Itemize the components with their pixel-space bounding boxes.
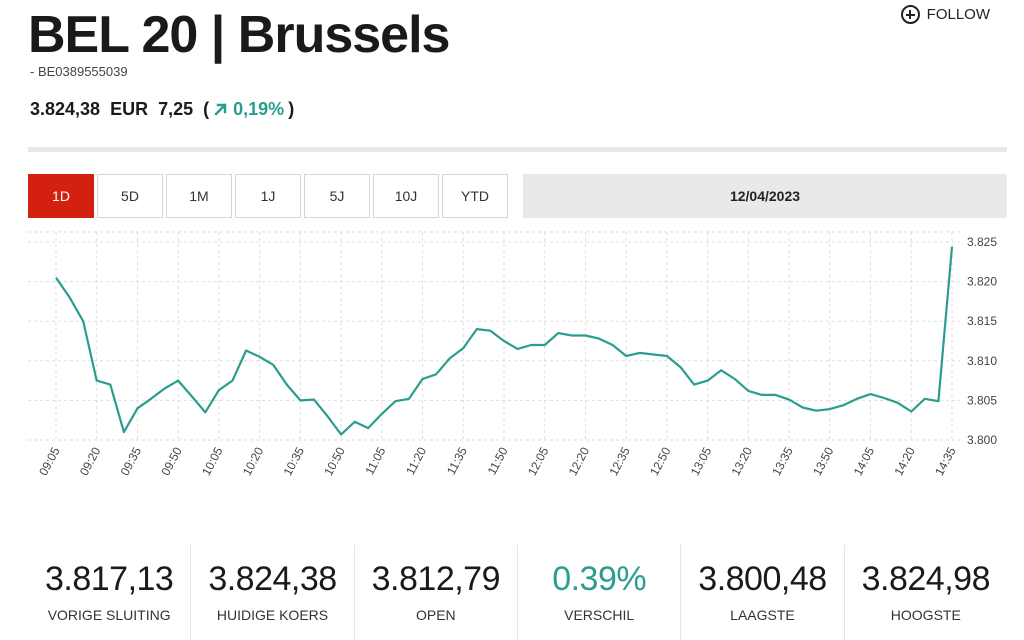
y-tick-label: 3.800 [967,433,997,447]
x-tick-label: 11:35 [444,445,470,478]
stat-label: HOOGSTE [890,607,961,623]
change-percent-group: ( 0,19% ) [203,99,294,120]
range-tabs: 1D 5D 1M 1J 5J 10J YTD [28,174,508,218]
plus-circle-icon [900,5,920,24]
x-tick-label: 09:50 [158,445,185,478]
stat-label: VERSCHIL [564,607,635,623]
tab-1j[interactable]: 1J [235,174,301,218]
x-tick-label: 09:35 [118,445,145,478]
x-tick-label: 09:20 [77,445,104,478]
stat-value: 3.824,98 [861,560,991,598]
isin-code: - BE0389555039 [30,64,128,79]
section-divider [28,147,1007,152]
stat-previous-close: 3.817,13 VORIGE SLUITING [28,545,192,640]
stat-label: OPEN [415,607,456,623]
stat-value: 3.812,79 [371,560,501,598]
x-tick-label: 14:05 [851,445,878,478]
x-tick-label: 13:05 [688,445,715,478]
tab-1m[interactable]: 1M [166,174,232,218]
x-tick-label: 13:50 [810,445,837,478]
x-tick-label: 13:20 [729,445,756,478]
stat-label: VORIGE SLUITING [47,607,171,623]
stat-label: HUIDIGE KOERS [216,607,329,623]
x-tick-label: 12:50 [647,445,674,478]
series-line [55,246,954,436]
paren-close: ) [288,99,295,119]
x-tick-label: 12:35 [606,445,633,478]
x-tick-label: 13:35 [769,445,796,478]
tab-ytd[interactable]: YTD [442,174,508,218]
x-tick-label: 10:20 [240,445,267,478]
current-price: 3.824,38 [30,99,101,119]
x-tick-label: 11:50 [485,445,511,478]
paren-open: ( [203,99,210,119]
y-tick-label: 3.810 [967,354,997,368]
stat-low: 3.800,48 LAAGSTE [681,545,845,640]
page-title: BEL 20 | Brussels [28,6,450,64]
currency: EUR [110,99,149,119]
stat-value: 0.39% [552,560,647,598]
follow-label: FOLLOW [926,6,990,23]
stat-value: 3.824,38 [208,560,337,598]
stats-row: 3.817,13 VORIGE SLUITING 3.824,38 HUIDIG… [28,545,1007,640]
tab-10j[interactable]: 10J [373,174,439,218]
x-tick-label: 09:05 [36,445,63,478]
stat-high: 3.824,98 HOOGSTE [845,545,1007,640]
quote-summary: 3.824,38 EUR 7,25 ( 0,19% ) [30,99,294,120]
stat-difference: 0.39% VERSCHIL [518,545,682,640]
x-tick-label: 14:20 [891,445,918,478]
x-tick-label: 14:35 [932,445,959,478]
x-tick-label: 10:05 [199,445,226,478]
tab-5j[interactable]: 5J [304,174,370,218]
x-tick-label: 10:35 [281,445,308,478]
x-tick-label: 10:50 [321,445,348,478]
chart-date: 12/04/2023 [523,174,1007,218]
x-tick-label: 11:20 [403,445,429,478]
arrow-up-right-icon [214,103,227,116]
x-tick-label: 12:05 [525,445,552,478]
stat-value: 3.800,48 [698,560,827,598]
y-tick-label: 3.825 [967,235,997,249]
y-tick-label: 3.805 [967,393,997,407]
stat-open: 3.812,79 OPEN [355,545,518,640]
price-change: 7,25 [158,99,194,119]
stat-label: LAAGSTE [730,607,795,623]
change-percent: 0,19% [233,99,285,119]
intraday-line-chart: 3.800 3.805 3.810 3.815 3.820 3.825 09:05 09:20… [28,231,997,478]
stat-value: 3.817,13 [44,560,174,598]
x-tick-label: 11:05 [362,445,388,478]
x-tick-label: 12:20 [566,445,593,478]
stat-current-price: 3.824,38 HUIDIGE KOERS [191,545,355,640]
tab-5d[interactable]: 5D [97,174,163,218]
follow-button[interactable]: FOLLOW [900,5,990,24]
y-tick-label: 3.820 [967,275,997,289]
tab-1d[interactable]: 1D [28,174,94,218]
y-tick-label: 3.815 [967,314,997,328]
